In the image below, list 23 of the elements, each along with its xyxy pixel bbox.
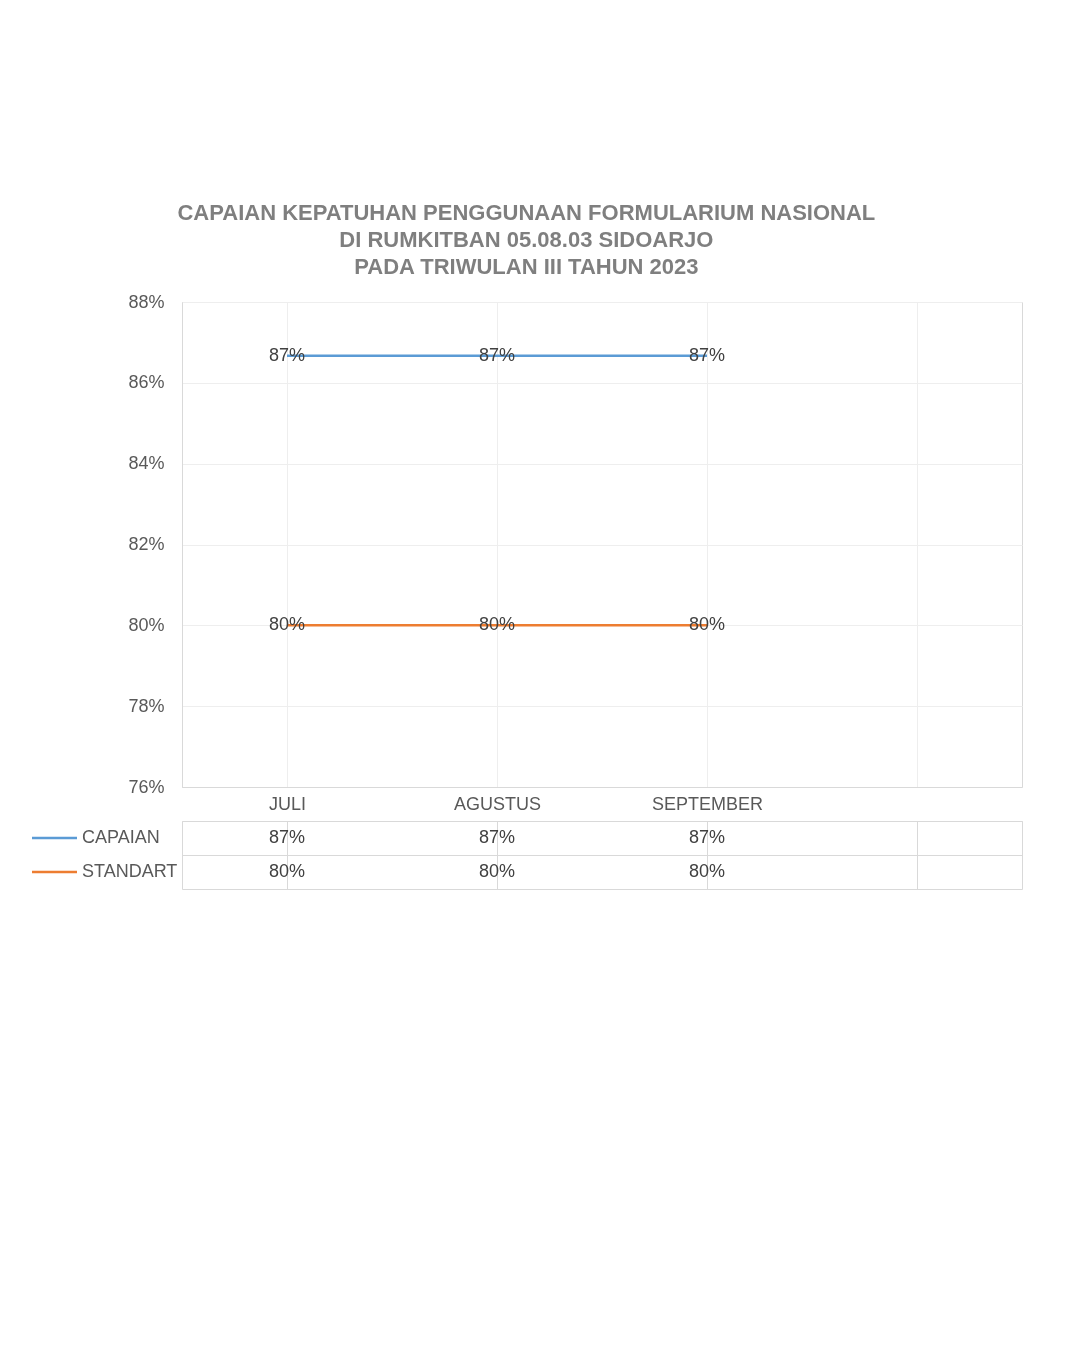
data-label: 87% <box>268 827 306 847</box>
y-tick-label: 78% <box>128 695 165 716</box>
y-tick-label: 82% <box>128 534 165 554</box>
text: 87% <box>268 344 306 365</box>
data-label: 80% <box>478 861 516 881</box>
y-tick-label: 76% <box>128 776 165 797</box>
y-tick-label: 86% <box>128 372 165 393</box>
x-tick-label: JULI <box>268 793 307 814</box>
text: 87% <box>688 344 726 365</box>
legend-label: CAPAIAN <box>82 827 160 847</box>
data-label: 87% <box>478 827 516 847</box>
y-tick-label: 84% <box>128 453 165 474</box>
y-tick-label: 80% <box>128 614 165 635</box>
data-label: 80% <box>688 861 726 881</box>
text: 80% <box>268 614 306 635</box>
data-label: 80% <box>268 861 306 881</box>
y-tick-label: 88% <box>128 291 165 312</box>
x-tick-label: AGUSTUS <box>453 793 542 814</box>
x-tick-label: SEPTEMBER <box>651 793 764 814</box>
legend-label: STANDART <box>82 861 178 881</box>
data-label: 87% <box>688 827 726 847</box>
chart-title: CAPAIAN KEPATUHAN PENGGUNAAN FORMULARIUM NASIONAL DI RUMKITBAN 05.08.03 SIDOARJO PADA TRIWULAN III TAHUN 2023 <box>177 199 876 279</box>
text: 80% <box>688 614 726 635</box>
